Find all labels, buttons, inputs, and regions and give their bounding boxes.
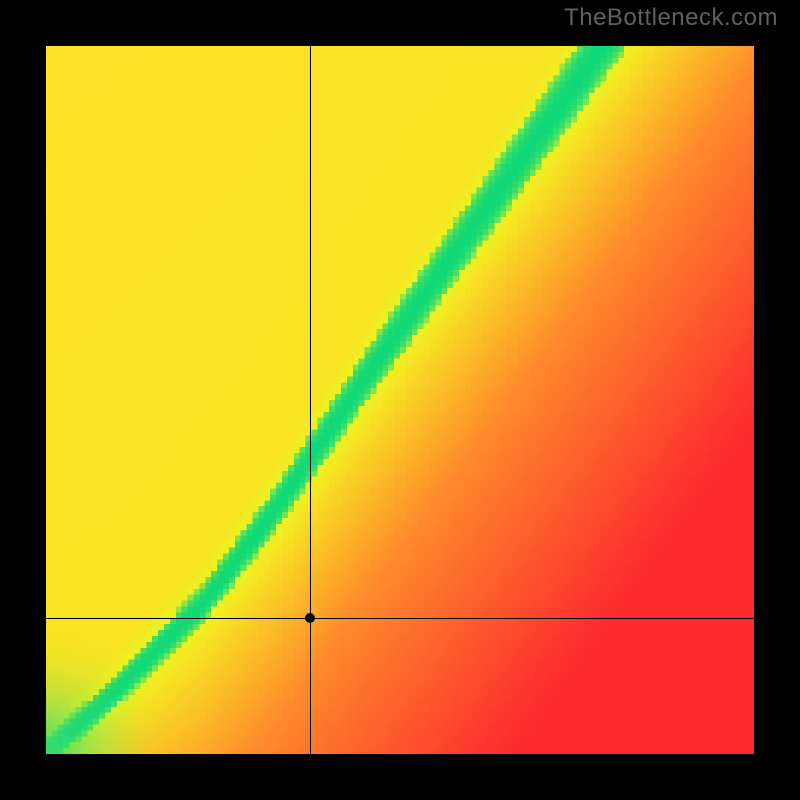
crosshair-vertical [310,46,311,754]
watermark-text: TheBottleneck.com [564,4,778,32]
heatmap-plot [46,46,754,754]
crosshair-horizontal [46,618,754,619]
heatmap-canvas [46,46,754,754]
chart-frame: TheBottleneck.com [0,0,800,800]
